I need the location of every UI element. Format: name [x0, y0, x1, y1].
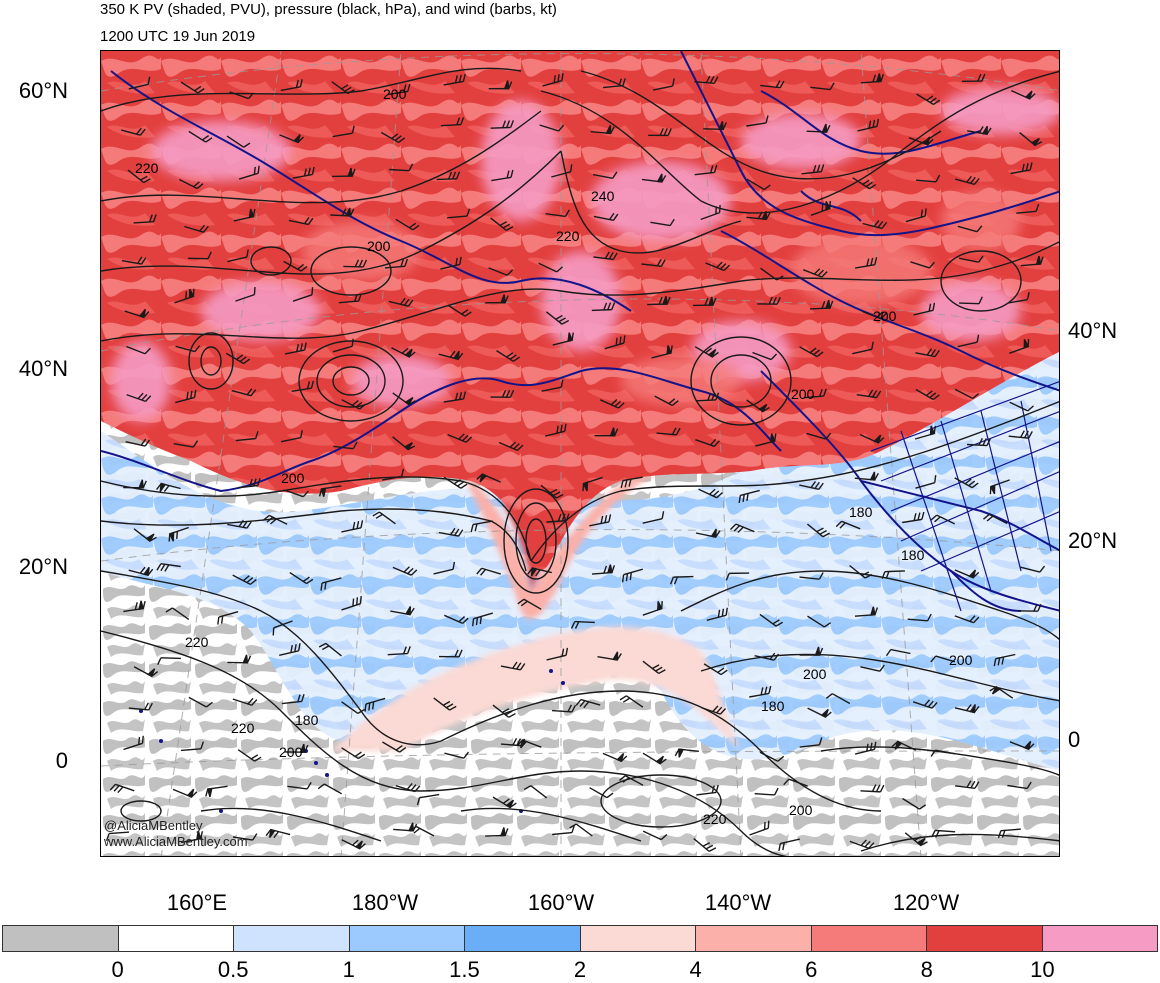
- lat-label-20n: 20°N: [19, 554, 68, 580]
- contour-label: 180: [761, 698, 785, 714]
- contour-label: 220: [185, 634, 209, 650]
- contour-label: 200: [789, 802, 813, 818]
- contour-label: 220: [135, 160, 159, 176]
- colorbar-swatch: [119, 926, 235, 951]
- lon-label-160w: 160°W: [528, 890, 594, 916]
- credit-handle: @AliciaMBentley: [104, 818, 202, 833]
- colorbar-label: 10: [1030, 957, 1054, 983]
- contour-label: 200: [383, 86, 407, 102]
- lon-label-140w: 140°W: [705, 890, 771, 916]
- colorbar-label: 1.5: [449, 957, 480, 983]
- colorbar-swatch: [696, 926, 812, 951]
- colorbar-swatch: [581, 926, 697, 951]
- colorbar-swatch: [1043, 926, 1158, 951]
- colorbar-swatch: [234, 926, 350, 951]
- lat-label-60n: 60°N: [19, 78, 68, 104]
- colorbar-swatch: [927, 926, 1043, 951]
- colorbar: [2, 925, 1158, 952]
- lon-label-120w: 120°W: [893, 890, 959, 916]
- colorbar-label: 4: [689, 957, 701, 983]
- map-valid-time: 1200 UTC 19 Jun 2019: [100, 28, 255, 45]
- contour-label: 180: [849, 504, 873, 520]
- contour-label: 200: [873, 308, 897, 324]
- lon-label-160e: 160°E: [167, 890, 227, 916]
- colorbar-label: 2: [574, 957, 586, 983]
- pv-map: 200 220 240 220 200 200 200 200 180 180 …: [100, 50, 1060, 857]
- lat-label-right-20n: 20°N: [1068, 528, 1117, 554]
- lon-label-180w: 180°W: [352, 890, 418, 916]
- credit-website: www.AliciaMBentley.com: [104, 834, 248, 849]
- lat-label-0: 0: [56, 748, 68, 774]
- colorbar-swatch: [3, 926, 119, 951]
- colorbar-label: 0.5: [218, 957, 249, 983]
- contour-label: 180: [295, 712, 319, 728]
- contour-label: 240: [591, 188, 615, 204]
- lat-label-right-40n: 40°N: [1068, 318, 1117, 344]
- lat-label-right-0: 0: [1068, 727, 1080, 753]
- colorbar-label: 1: [343, 957, 355, 983]
- colorbar-label: 6: [805, 957, 817, 983]
- contour-label: 220: [703, 811, 727, 827]
- contour-label: 200: [949, 652, 973, 668]
- contour-label: 200: [803, 666, 827, 682]
- colorbar-label: 8: [921, 957, 933, 983]
- contour-label: 180: [901, 547, 925, 563]
- contour-label: 220: [556, 228, 580, 244]
- colorbar-label: 0: [111, 957, 123, 983]
- contour-label: 200: [281, 470, 305, 486]
- contour-label: 200: [791, 386, 815, 402]
- contour-label: 200: [367, 238, 391, 254]
- lat-label-40n: 40°N: [19, 356, 68, 382]
- contour-label: 200: [279, 744, 303, 760]
- map-title: 350 K PV (shaded, PVU), pressure (black,…: [100, 1, 557, 18]
- map-canvas: 200 220 240 220 200 200 200 200 180 180 …: [101, 51, 1060, 857]
- colorbar-swatch: [465, 926, 581, 951]
- contour-label: 220: [231, 720, 255, 736]
- colorbar-swatch: [812, 926, 928, 951]
- colorbar-swatch: [350, 926, 466, 951]
